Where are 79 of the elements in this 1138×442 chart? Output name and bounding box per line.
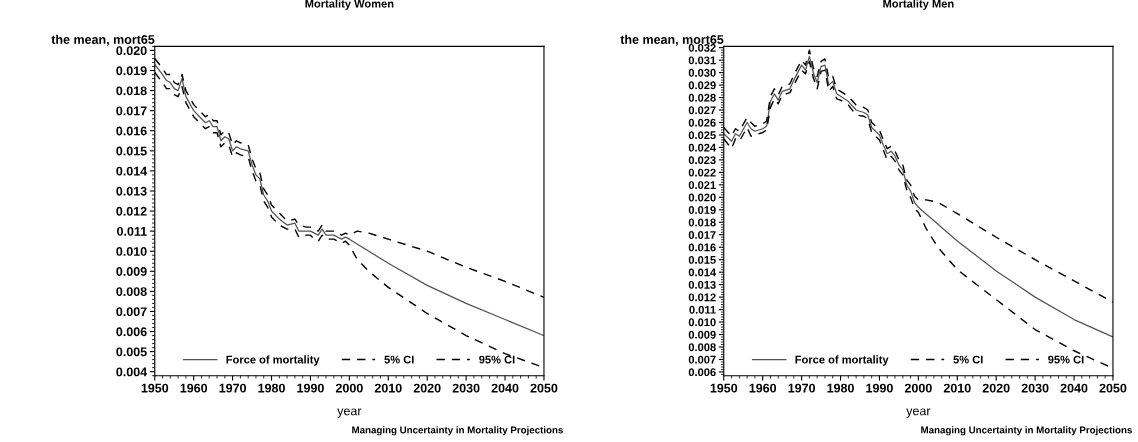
y-tick-label: 0.007	[688, 355, 716, 364]
x-axis-title: year	[906, 408, 931, 418]
x-tick-label: 1970	[219, 383, 246, 393]
x-tick-label: 2040	[1060, 383, 1088, 393]
x-tick-label: 1990	[297, 383, 324, 393]
y-tick-label: 0.008	[688, 343, 716, 352]
y-tick-label: 0.004	[116, 367, 148, 377]
y-tick-label: 0.017	[688, 231, 716, 239]
y-tick-label: 0.012	[688, 293, 716, 302]
y-tick-label: 0.007	[116, 307, 147, 317]
y-tick-label: 0.016	[688, 243, 716, 252]
text: Managing Uncertainty in Mortality Projections	[352, 426, 563, 436]
y-tick-label: 0.015	[688, 255, 716, 264]
y-tick-label: 0.014	[688, 268, 717, 277]
y-tick-label: 0.019	[116, 66, 147, 76]
x-tick-label: 2050	[1099, 383, 1127, 393]
y-tick-label: 0.005	[116, 347, 147, 357]
x-tick-label: 1950	[710, 383, 738, 393]
legend-label: 95% CI	[1048, 355, 1084, 364]
y-tick-label: 0.009	[116, 267, 147, 276]
y-tick-label: 0.015	[116, 146, 147, 156]
y-tick-label: 0.006	[688, 368, 716, 377]
y-tick-label: 0.021	[688, 181, 716, 189]
text: Managing Uncertainty in Mortality Projections	[921, 426, 1132, 436]
y-tick-label: 0.011	[689, 305, 716, 314]
x-tick-label: 2000	[335, 383, 363, 393]
y-tick-label: 0.010	[116, 247, 147, 256]
y-tick-label: 0.016	[116, 126, 147, 136]
x-tick-label: 1980	[258, 383, 285, 393]
y-tick-label: 0.026	[688, 118, 716, 127]
x-tick-label: 1950	[141, 383, 169, 393]
x-tick-label: 2050	[530, 383, 558, 393]
y-tick-label: 0.023	[688, 156, 716, 165]
y-tick-label: 0.017	[116, 106, 147, 116]
x-tick-label: 1960	[749, 383, 777, 393]
y-tick-label: 0.011	[117, 226, 147, 236]
x-tick-label: 2010	[374, 383, 402, 393]
x-tick-label: 2010	[943, 383, 971, 393]
x-tick-label: 2000	[904, 383, 932, 393]
y-tick-label: 0.022	[688, 168, 716, 177]
legend-label: Force of mortality	[795, 355, 889, 366]
x-tick-label: 2030	[452, 383, 480, 393]
y-tick-label: 0.008	[116, 287, 147, 297]
x-tick-label: 1990	[866, 383, 893, 393]
y-tick-label: 0.006	[116, 327, 147, 337]
y-tick-label: 0.009	[688, 330, 716, 339]
y-tick-label: 0.031	[688, 56, 716, 65]
x-tick-label: 2030	[1021, 383, 1049, 393]
x-tick-label: 1970	[788, 383, 815, 393]
legend-label: Force of mortality	[226, 355, 320, 366]
y-tick-label: 0.025	[688, 131, 716, 140]
y-tick-label: 0.029	[688, 81, 716, 90]
legend-label: 95% CI	[479, 355, 515, 364]
chart-title: Mortality Women	[305, 0, 394, 10]
x-tick-label: 2040	[491, 383, 519, 393]
y-axis-title: the mean, mort65	[51, 34, 155, 46]
x-tick-label: 2020	[413, 383, 441, 393]
x-tick-label: 2020	[982, 383, 1010, 393]
y-tick-label: 0.010	[688, 318, 716, 327]
chart-title: Mortality Men	[883, 0, 954, 10]
y-tick-label: 0.013	[116, 186, 147, 196]
legend-label: 5% CI	[953, 355, 983, 364]
y-tick-label: 0.014	[116, 166, 148, 176]
x-axis-title: year	[337, 408, 362, 418]
x-tick-label: 1960	[180, 383, 208, 393]
y-tick-label: 0.012	[116, 206, 147, 216]
y-tick-label: 0.024	[688, 143, 717, 152]
legend-label: 5% CI	[384, 355, 414, 364]
y-tick-label: 0.018	[688, 218, 716, 227]
y-tick-label: 0.020	[688, 193, 716, 202]
y-tick-label: 0.028	[688, 93, 716, 102]
y-tick-label: 0.032	[688, 43, 716, 52]
x-tick-label: 1980	[827, 383, 854, 393]
y-tick-label: 0.027	[688, 106, 716, 115]
y-tick-label: 0.030	[688, 68, 716, 77]
y-tick-label: 0.018	[116, 86, 147, 96]
y-tick-label: 0.019	[688, 206, 716, 214]
y-tick-label: 0.013	[688, 280, 716, 289]
y-tick-label: 0.020	[116, 46, 147, 56]
